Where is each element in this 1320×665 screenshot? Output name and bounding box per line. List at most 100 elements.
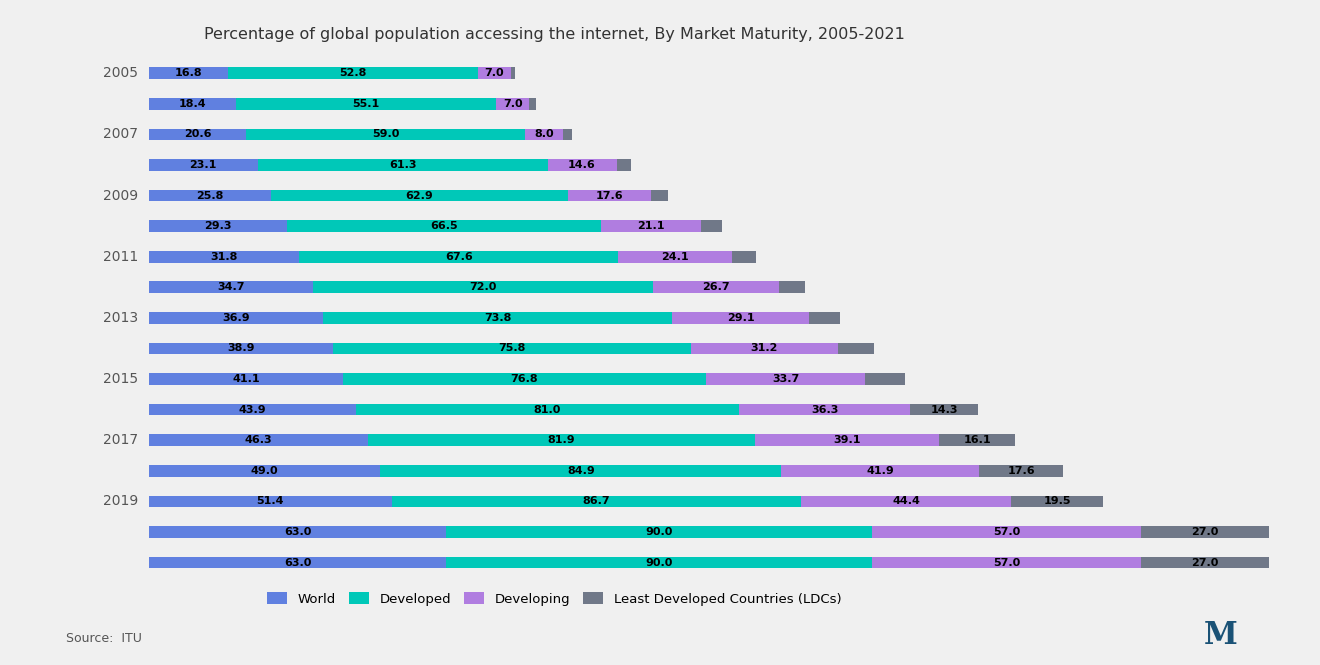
Bar xyxy=(525,128,562,140)
Bar xyxy=(809,312,840,324)
Text: 17.6: 17.6 xyxy=(595,191,623,201)
Text: 8.0: 8.0 xyxy=(535,130,553,140)
Bar xyxy=(149,404,356,416)
Text: 59.0: 59.0 xyxy=(372,130,399,140)
Text: 2005: 2005 xyxy=(103,66,137,80)
Bar xyxy=(236,98,496,110)
Bar xyxy=(562,128,572,140)
Bar xyxy=(672,312,809,324)
Bar xyxy=(865,373,906,385)
Text: 61.3: 61.3 xyxy=(389,160,417,170)
Text: 19.5: 19.5 xyxy=(1043,496,1071,506)
Bar xyxy=(602,220,701,232)
Bar xyxy=(739,404,911,416)
Text: 84.9: 84.9 xyxy=(568,465,595,475)
Bar xyxy=(690,342,838,354)
Text: 46.3: 46.3 xyxy=(244,435,272,445)
Bar xyxy=(1140,557,1269,569)
Text: 55.1: 55.1 xyxy=(352,99,379,109)
Bar xyxy=(755,434,940,446)
Bar xyxy=(1140,526,1269,538)
Text: 62.9: 62.9 xyxy=(405,191,433,201)
Bar xyxy=(149,67,228,79)
Bar xyxy=(149,495,392,507)
Text: 57.0: 57.0 xyxy=(993,557,1020,567)
Bar xyxy=(871,557,1140,569)
Text: 43.9: 43.9 xyxy=(239,404,267,414)
Text: 16.8: 16.8 xyxy=(174,68,202,78)
Text: 63.0: 63.0 xyxy=(284,557,312,567)
Text: 39.1: 39.1 xyxy=(833,435,861,445)
Bar xyxy=(257,159,548,171)
Bar xyxy=(446,526,871,538)
Text: 29.3: 29.3 xyxy=(205,221,232,231)
Text: 24.1: 24.1 xyxy=(661,252,689,262)
Bar xyxy=(651,190,668,201)
Bar xyxy=(568,190,651,201)
Text: Source:  ITU: Source: ITU xyxy=(66,632,141,645)
Bar xyxy=(149,190,271,201)
Bar xyxy=(149,159,257,171)
Bar xyxy=(149,342,333,354)
Text: 44.4: 44.4 xyxy=(892,496,920,506)
Text: 81.9: 81.9 xyxy=(548,435,574,445)
Text: 90.0: 90.0 xyxy=(645,527,673,537)
Text: 14.3: 14.3 xyxy=(931,404,958,414)
Text: 57.0: 57.0 xyxy=(993,527,1020,537)
Bar xyxy=(616,159,631,171)
Bar xyxy=(706,373,865,385)
Text: 25.8: 25.8 xyxy=(195,191,223,201)
Bar xyxy=(149,251,300,263)
Text: 31.2: 31.2 xyxy=(751,343,777,354)
Text: 90.0: 90.0 xyxy=(645,557,673,567)
Text: 86.7: 86.7 xyxy=(582,496,610,506)
Bar xyxy=(149,312,323,324)
Text: 41.9: 41.9 xyxy=(867,465,895,475)
Text: 36.9: 36.9 xyxy=(222,313,249,323)
Bar xyxy=(871,526,1140,538)
Text: 2013: 2013 xyxy=(103,311,137,325)
Text: 2019: 2019 xyxy=(103,494,137,508)
Text: 36.3: 36.3 xyxy=(810,404,838,414)
Bar xyxy=(979,465,1063,477)
Bar xyxy=(392,495,801,507)
Bar xyxy=(149,220,288,232)
Text: 52.8: 52.8 xyxy=(339,68,367,78)
Bar xyxy=(288,220,602,232)
Bar xyxy=(548,159,616,171)
Bar xyxy=(781,465,979,477)
Text: 41.1: 41.1 xyxy=(232,374,260,384)
Text: 81.0: 81.0 xyxy=(533,404,561,414)
Bar xyxy=(619,251,733,263)
Text: 2017: 2017 xyxy=(103,433,137,447)
Text: 7.0: 7.0 xyxy=(484,68,504,78)
Bar xyxy=(1011,495,1104,507)
Bar xyxy=(149,557,446,569)
Text: 2015: 2015 xyxy=(103,372,137,386)
Bar xyxy=(149,281,313,293)
Text: 31.8: 31.8 xyxy=(210,252,238,262)
Text: 7.0: 7.0 xyxy=(503,99,523,109)
Bar xyxy=(478,67,511,79)
Bar xyxy=(149,526,446,538)
Bar xyxy=(801,495,1011,507)
Bar xyxy=(380,465,781,477)
Bar xyxy=(940,434,1015,446)
Bar xyxy=(333,342,690,354)
Bar xyxy=(529,98,536,110)
Text: 27.0: 27.0 xyxy=(1191,557,1218,567)
Text: 27.0: 27.0 xyxy=(1191,527,1218,537)
Text: 21.1: 21.1 xyxy=(638,221,665,231)
Bar xyxy=(343,373,706,385)
Text: 2011: 2011 xyxy=(103,250,137,264)
Text: Percentage of global population accessing the internet, By Market Maturity, 2005: Percentage of global population accessin… xyxy=(205,27,904,42)
Text: 38.9: 38.9 xyxy=(227,343,255,354)
Text: 23.1: 23.1 xyxy=(190,160,216,170)
Bar xyxy=(271,190,568,201)
Bar xyxy=(149,465,380,477)
Bar xyxy=(838,342,874,354)
Text: 2007: 2007 xyxy=(103,128,137,142)
Text: 16.1: 16.1 xyxy=(964,435,991,445)
Bar xyxy=(496,98,529,110)
Text: 66.5: 66.5 xyxy=(430,221,458,231)
